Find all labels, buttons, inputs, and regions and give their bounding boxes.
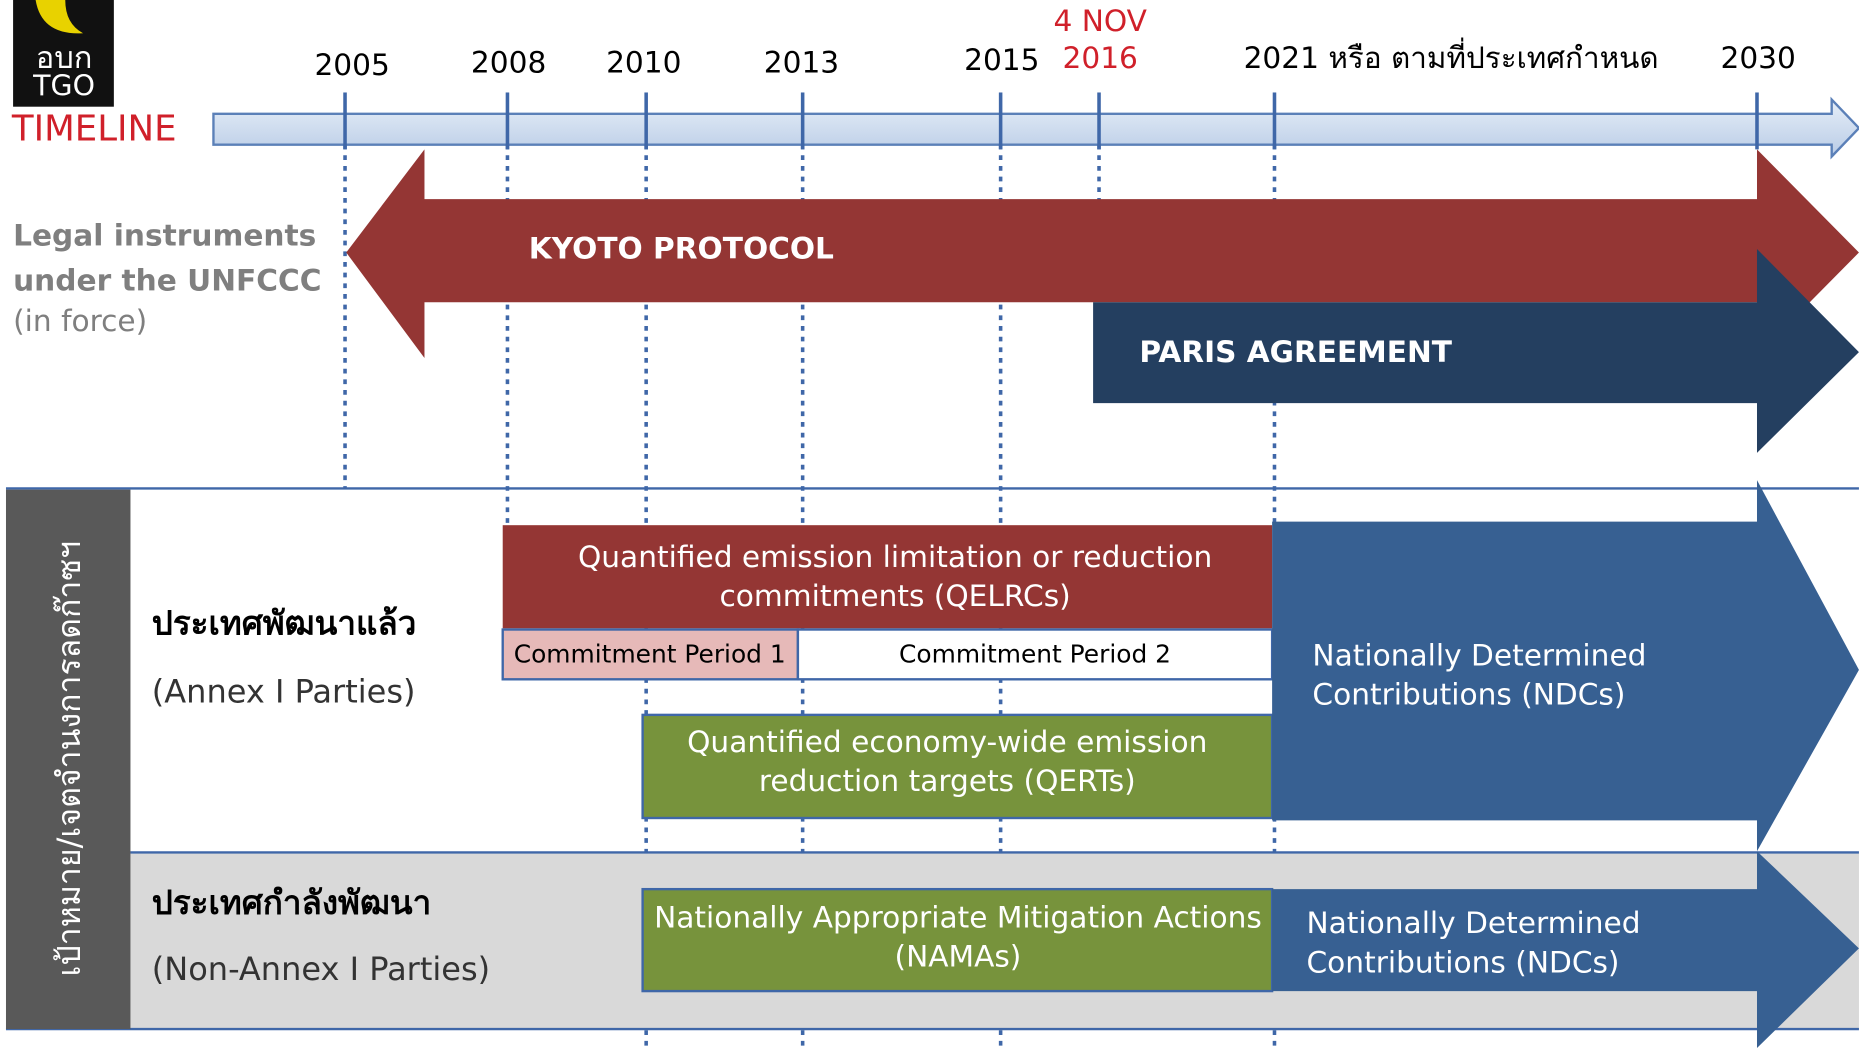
timeline-bar bbox=[212, 96, 1859, 160]
legal-label: (in force) bbox=[13, 303, 147, 338]
section-title: ประเทศพัฒนาแล้ว bbox=[152, 603, 417, 642]
logo-mark bbox=[35, 0, 84, 34]
year-label: 2030 bbox=[1720, 40, 1795, 75]
timeline-title: TIMELINE bbox=[11, 108, 177, 149]
qelrc-box bbox=[502, 525, 1273, 629]
section-title: ประเทศกำลังพัฒนา bbox=[152, 883, 431, 922]
kyoto-label: KYOTO PROTOCOL bbox=[529, 231, 834, 266]
year-label: 2021 หรือ ตามที่ประเทศกำหนด bbox=[1244, 37, 1659, 75]
box-label: Contributions (NDCs) bbox=[1306, 944, 1619, 979]
box-label: Quantified economy-wide emission bbox=[687, 724, 1207, 759]
side-panel bbox=[5, 489, 131, 1030]
section-subtitle: (Non-Annex I Parties) bbox=[152, 950, 490, 988]
box-label: Nationally Appropriate Mitigation Action… bbox=[654, 899, 1262, 934]
box-label: reduction targets (QERTs) bbox=[759, 763, 1136, 798]
legal-label: Legal instruments bbox=[13, 218, 316, 253]
legal-label: under the UNFCCC bbox=[13, 263, 321, 298]
box-label: Commitment Period 1 bbox=[514, 640, 786, 669]
box-label: Nationally Determined bbox=[1306, 905, 1640, 940]
paris-arrow bbox=[1093, 248, 1859, 453]
section-subtitle: (Annex I Parties) bbox=[152, 673, 416, 711]
year-label: 2010 bbox=[606, 45, 681, 80]
date-label: 2016 bbox=[1063, 40, 1138, 75]
ndc-arrow bbox=[1272, 480, 1859, 852]
year-label: 2015 bbox=[964, 42, 1039, 77]
paris-label: PARIS AGREEMENT bbox=[1139, 334, 1452, 369]
ndc-arrow bbox=[1272, 851, 1859, 1048]
side-label: เป้าหมาย/เจตจำนงการลดก๊าซฯ bbox=[50, 541, 88, 977]
box-label: Quantified emission limitation or reduct… bbox=[578, 539, 1212, 574]
qert-box bbox=[641, 713, 1274, 820]
logo-text: อบก bbox=[36, 40, 93, 76]
kyoto-arrow bbox=[346, 149, 1859, 359]
nama-box bbox=[641, 887, 1274, 993]
ticks bbox=[343, 92, 1759, 150]
box-label: Contributions (NDCs) bbox=[1312, 676, 1625, 711]
box-label: Nationally Determined bbox=[1312, 637, 1646, 672]
logo-text: TGO bbox=[32, 70, 95, 103]
year-label: 2013 bbox=[764, 45, 839, 80]
date-label: 4 NOV bbox=[1053, 3, 1147, 38]
box-label: (NAMAs) bbox=[895, 938, 1022, 973]
year-label: 2008 bbox=[471, 45, 546, 80]
box-label: commitments (QELRCs) bbox=[720, 578, 1071, 613]
box-label: Commitment Period 2 bbox=[899, 640, 1171, 669]
year-label: 2005 bbox=[314, 47, 389, 82]
